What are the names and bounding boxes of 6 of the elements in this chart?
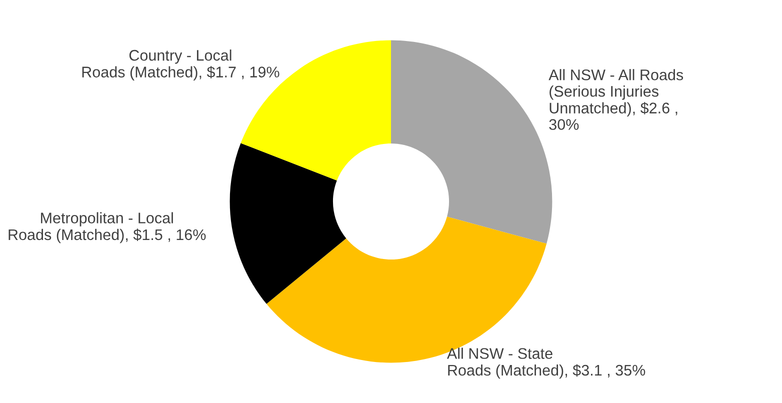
slice-label: All NSW - State Roads (Matched), $3.1 , 35% (446, 348, 646, 379)
donut-slice (230, 143, 346, 304)
slice-label: Metropolitan - Local Roads (Matched), $1.5 , 16% (8, 212, 206, 244)
slice-label: Country - Local Roads (Matched), $1.7 , 19% (82, 50, 280, 80)
donut-slice (240, 40, 391, 180)
slice-label: All NSW - All Roads (Serious Injuries Unmatched), $2.6 , 30% (548, 69, 684, 130)
